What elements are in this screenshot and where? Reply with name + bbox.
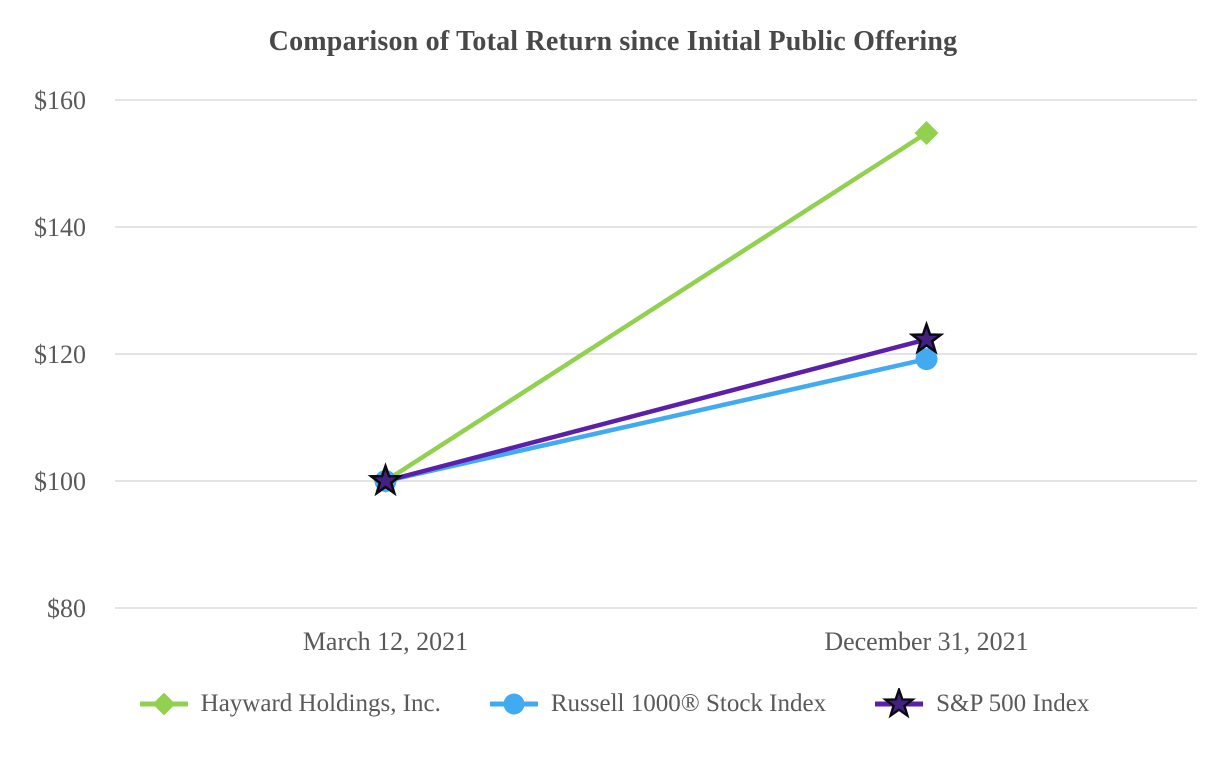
y-tick-label: $80 [47, 594, 86, 623]
y-tick-label: $140 [34, 213, 86, 242]
circle-marker [915, 348, 938, 371]
circle-marker [503, 693, 525, 715]
series-line [384, 131, 928, 483]
x-tick-label: March 12, 2021 [303, 627, 468, 656]
chart-legend: Hayward Holdings, Inc. Russell 1000® Sto… [0, 688, 1226, 720]
y-tick-label: $160 [34, 86, 86, 115]
legend-item-russell: Russell 1000® Stock Index [487, 688, 826, 720]
y-tick-label: $100 [34, 467, 86, 496]
chart-title: Comparison of Total Return since Initial… [268, 26, 958, 57]
diamond-legend-marker [139, 692, 188, 716]
chart-svg: $160 $140 $120 $100 $80 March 12, 2021 Decembe… [34, 86, 1197, 656]
legend-item-sp500: S&P 500 Index [872, 688, 1089, 720]
star-marker [908, 320, 945, 355]
series-line [385, 356, 927, 484]
star-marker [882, 688, 917, 719]
series-line [384, 337, 928, 484]
y-tick-label: $120 [34, 340, 86, 369]
circle-legend-marker [489, 693, 538, 715]
legend-label-russell: Russell 1000® Stock Index [550, 690, 827, 717]
x-tick-label: December 31, 2021 [824, 627, 1028, 656]
diamond-marker [152, 692, 176, 716]
diamond-marker [914, 121, 939, 146]
star-marker [367, 462, 404, 497]
legend-item-hayward: Hayward Holdings, Inc. [137, 688, 441, 720]
star-legend-marker [875, 688, 924, 719]
legend-label-sp500: S&P 500 Index [936, 690, 1090, 717]
legend-label-hayward: Hayward Holdings, Inc. [200, 690, 441, 717]
